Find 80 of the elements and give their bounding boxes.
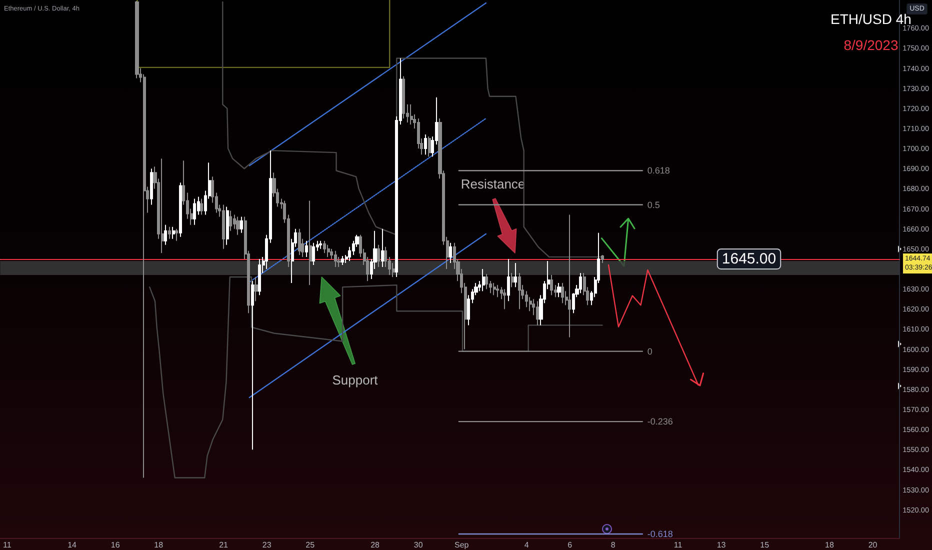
candlestick (150, 168, 153, 206)
candlestick (449, 242, 452, 264)
candlestick (503, 288, 506, 310)
candlestick (229, 210, 232, 232)
candlestick (514, 262, 517, 288)
ref-line-label: 1645.00 (722, 250, 776, 268)
candlestick (168, 226, 171, 240)
candlestick (161, 158, 164, 254)
candlestick (482, 268, 485, 292)
text: ETH/USD 4h (830, 11, 912, 27)
x-tick-label: 15 (760, 540, 770, 550)
candlestick (561, 282, 564, 304)
series-label: 0.5 (647, 200, 660, 210)
candlestick (175, 228, 178, 242)
candlestick (485, 274, 488, 290)
candlestick (341, 255, 344, 266)
candlestick (240, 216, 243, 234)
candlestick (179, 182, 182, 238)
candlestick (496, 284, 499, 298)
x-tick-label: 6 (568, 540, 573, 550)
line-series (149, 276, 603, 478)
annotation: Support (332, 372, 378, 388)
x-tick-label: 13 (716, 540, 726, 550)
candlestick (536, 300, 539, 326)
candlestick (200, 198, 203, 216)
x-tick-label: 18 (154, 540, 164, 550)
candlestick (222, 204, 225, 250)
x-tick-label: 14 (68, 540, 78, 550)
candlestick (402, 76, 405, 119)
x-tick-label: 16 (110, 540, 120, 550)
line-series (608, 264, 699, 386)
candlestick (254, 276, 258, 302)
x-tick-label: 4 (524, 540, 530, 550)
candlestick (135, 0, 139, 79)
candlestick (493, 282, 496, 296)
candlestick (518, 272, 521, 310)
x-tick-label: 21 (219, 540, 229, 550)
candlestick (381, 228, 384, 268)
x-tick-label: Sep (454, 540, 470, 550)
series-label: 0.618 (647, 166, 670, 176)
candlestick (410, 104, 413, 125)
candlestick (309, 200, 312, 286)
candlestick (258, 258, 261, 296)
candlestick (568, 214, 571, 338)
x-tick-label: 28 (370, 540, 380, 550)
x-tick-label: 30 (414, 540, 424, 550)
candlestick (579, 272, 582, 294)
candlestick (226, 206, 229, 246)
candlestick (557, 282, 561, 298)
candlestick (193, 198, 196, 226)
series-label: -0.618 (647, 528, 673, 539)
candlestick (377, 244, 380, 268)
candlestick (511, 272, 514, 288)
candlestick (305, 240, 308, 258)
candlestick (507, 258, 510, 302)
candlestick (172, 226, 175, 240)
annotation: Resistance (460, 176, 526, 192)
x-tick-label: 11 (674, 540, 683, 550)
candlestick (236, 216, 240, 236)
candlestick (319, 240, 322, 250)
x-tick-label: 18 (825, 540, 835, 550)
candlestick (428, 136, 431, 158)
series-label: -0.236 (647, 416, 673, 427)
x-tick-label: 23 (262, 540, 272, 550)
candlestick (550, 274, 553, 296)
candlestick (601, 254, 604, 264)
x-tick-label: 20 (868, 540, 878, 550)
candlestick (334, 250, 337, 268)
x-tick-label: 8 (610, 540, 616, 550)
text: 8/9/2023 (844, 37, 898, 53)
candlestick (312, 242, 315, 266)
candlestick (164, 224, 167, 246)
x-tick-label: 25 (306, 540, 316, 550)
series-label: 0 (647, 346, 652, 356)
candlestick (327, 244, 330, 258)
x-tick-label: 11 (2, 540, 12, 550)
candlestick (251, 280, 254, 450)
candlestick (298, 228, 301, 256)
candlestick (323, 240, 326, 254)
candlestick (424, 134, 427, 156)
